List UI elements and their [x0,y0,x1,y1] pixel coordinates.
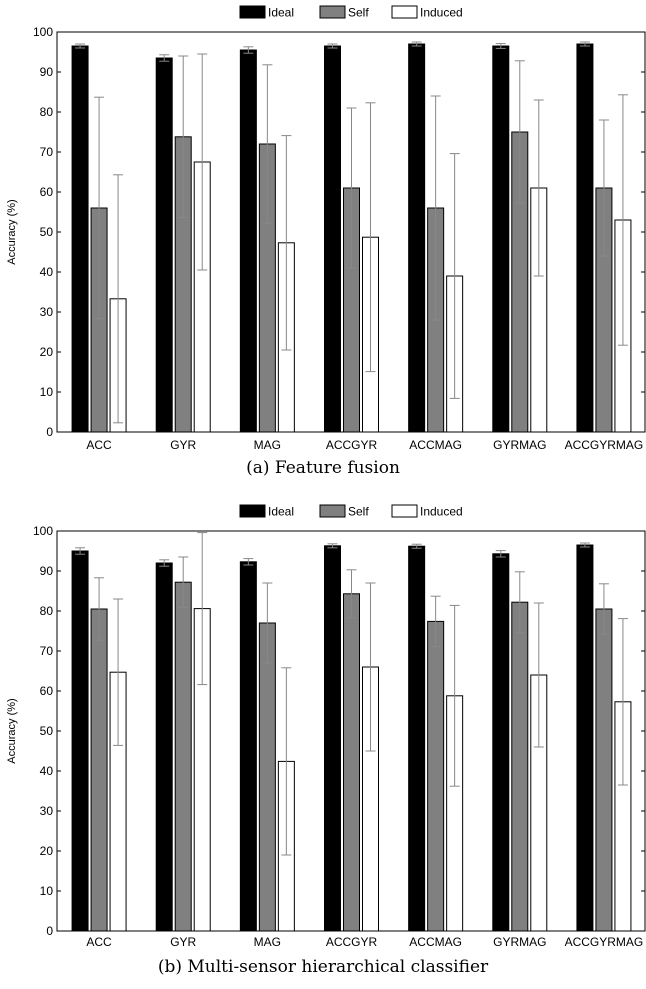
y-tick-label: 80 [40,604,54,618]
bar-self-acc [90,608,108,932]
y-tick-label: 90 [40,564,54,578]
bar-ideal-accgyrmag [576,43,594,433]
legend-swatch-induced [391,504,418,518]
legend-swatch-self [319,5,346,19]
panel-caption: (a) Feature fusion [246,458,400,478]
bar-ideal-mag [239,561,257,932]
x-tick-label: ACC [86,438,112,452]
x-tick-label: ACCMAG [409,438,462,452]
bar-ideal-acc [71,550,89,932]
legend-swatch-ideal [239,504,266,518]
x-tick-label: GYR [170,935,196,949]
y-tick-label: 90 [40,65,54,79]
y-tick-label: 20 [40,844,54,858]
y-tick-label: 60 [40,684,54,698]
y-tick-label: 20 [40,345,54,359]
x-tick-label: GYRMAG [493,935,546,949]
legend-label-ideal: Ideal [268,505,294,519]
y-tick-label: 70 [40,145,54,159]
legend-swatch-induced [391,5,418,19]
y-tick-label: 100 [33,524,53,538]
bar-ideal-accgyrmag [576,544,594,932]
bar-ideal-accgyr [324,45,341,433]
y-tick-label: 0 [46,924,53,938]
x-tick-label: ACCMAG [409,935,462,949]
legend-swatch-self [319,504,346,518]
bar-ideal-acc [71,45,89,433]
bar-self-gyr [174,581,192,932]
bar-ideal-gyr [155,57,173,433]
y-axis-label: Accuracy (%) [6,698,18,763]
y-tick-label: 10 [40,385,54,399]
legend-label-self: Self [348,505,369,519]
legend-label-self: Self [348,6,369,20]
bar-ideal-gyr [155,562,173,932]
bar-ideal-accgyr [324,545,341,932]
y-tick-label: 70 [40,644,54,658]
x-tick-label: ACCGYR [326,438,378,452]
y-axis-label: Accuracy (%) [6,199,18,264]
bar-ideal-accmag [408,545,426,932]
legend-label-ideal: Ideal [268,6,294,20]
x-tick-label: ACCGYR [326,935,378,949]
bar-self-accmag [427,620,445,932]
bar-self-gyrmag [511,601,529,932]
y-tick-label: 50 [40,225,54,239]
y-tick-label: 40 [40,764,54,778]
x-tick-label: ACCGYRMAG [565,438,644,452]
x-tick-label: MAG [254,438,281,452]
y-tick-label: 80 [40,105,54,119]
legend-label-induced: Induced [420,505,463,519]
legend-label-induced: Induced [420,6,463,20]
x-tick-label: GYRMAG [493,438,546,452]
bar-ideal-accmag [408,43,426,433]
panel-caption: (b) Multi-sensor hierarchical classifier [158,957,489,977]
y-tick-label: 50 [40,724,54,738]
bar-ideal-mag [239,49,257,433]
y-tick-label: 0 [46,425,53,439]
y-tick-label: 10 [40,884,54,898]
x-tick-label: MAG [254,935,281,949]
y-tick-label: 60 [40,185,54,199]
x-tick-label: GYR [170,438,196,452]
x-tick-label: ACCGYRMAG [565,935,644,949]
y-tick-label: 30 [40,305,54,319]
y-tick-label: 30 [40,804,54,818]
bar-self-accgyr [343,593,360,932]
y-tick-label: 40 [40,265,54,279]
bar-self-accgyrmag [595,608,613,932]
x-tick-label: ACC [86,935,112,949]
bar-ideal-gyrmag [492,553,510,932]
bar-self-mag [258,622,276,932]
bar-ideal-gyrmag [492,45,510,433]
y-tick-label: 100 [33,25,53,39]
legend-swatch-ideal [239,5,266,19]
